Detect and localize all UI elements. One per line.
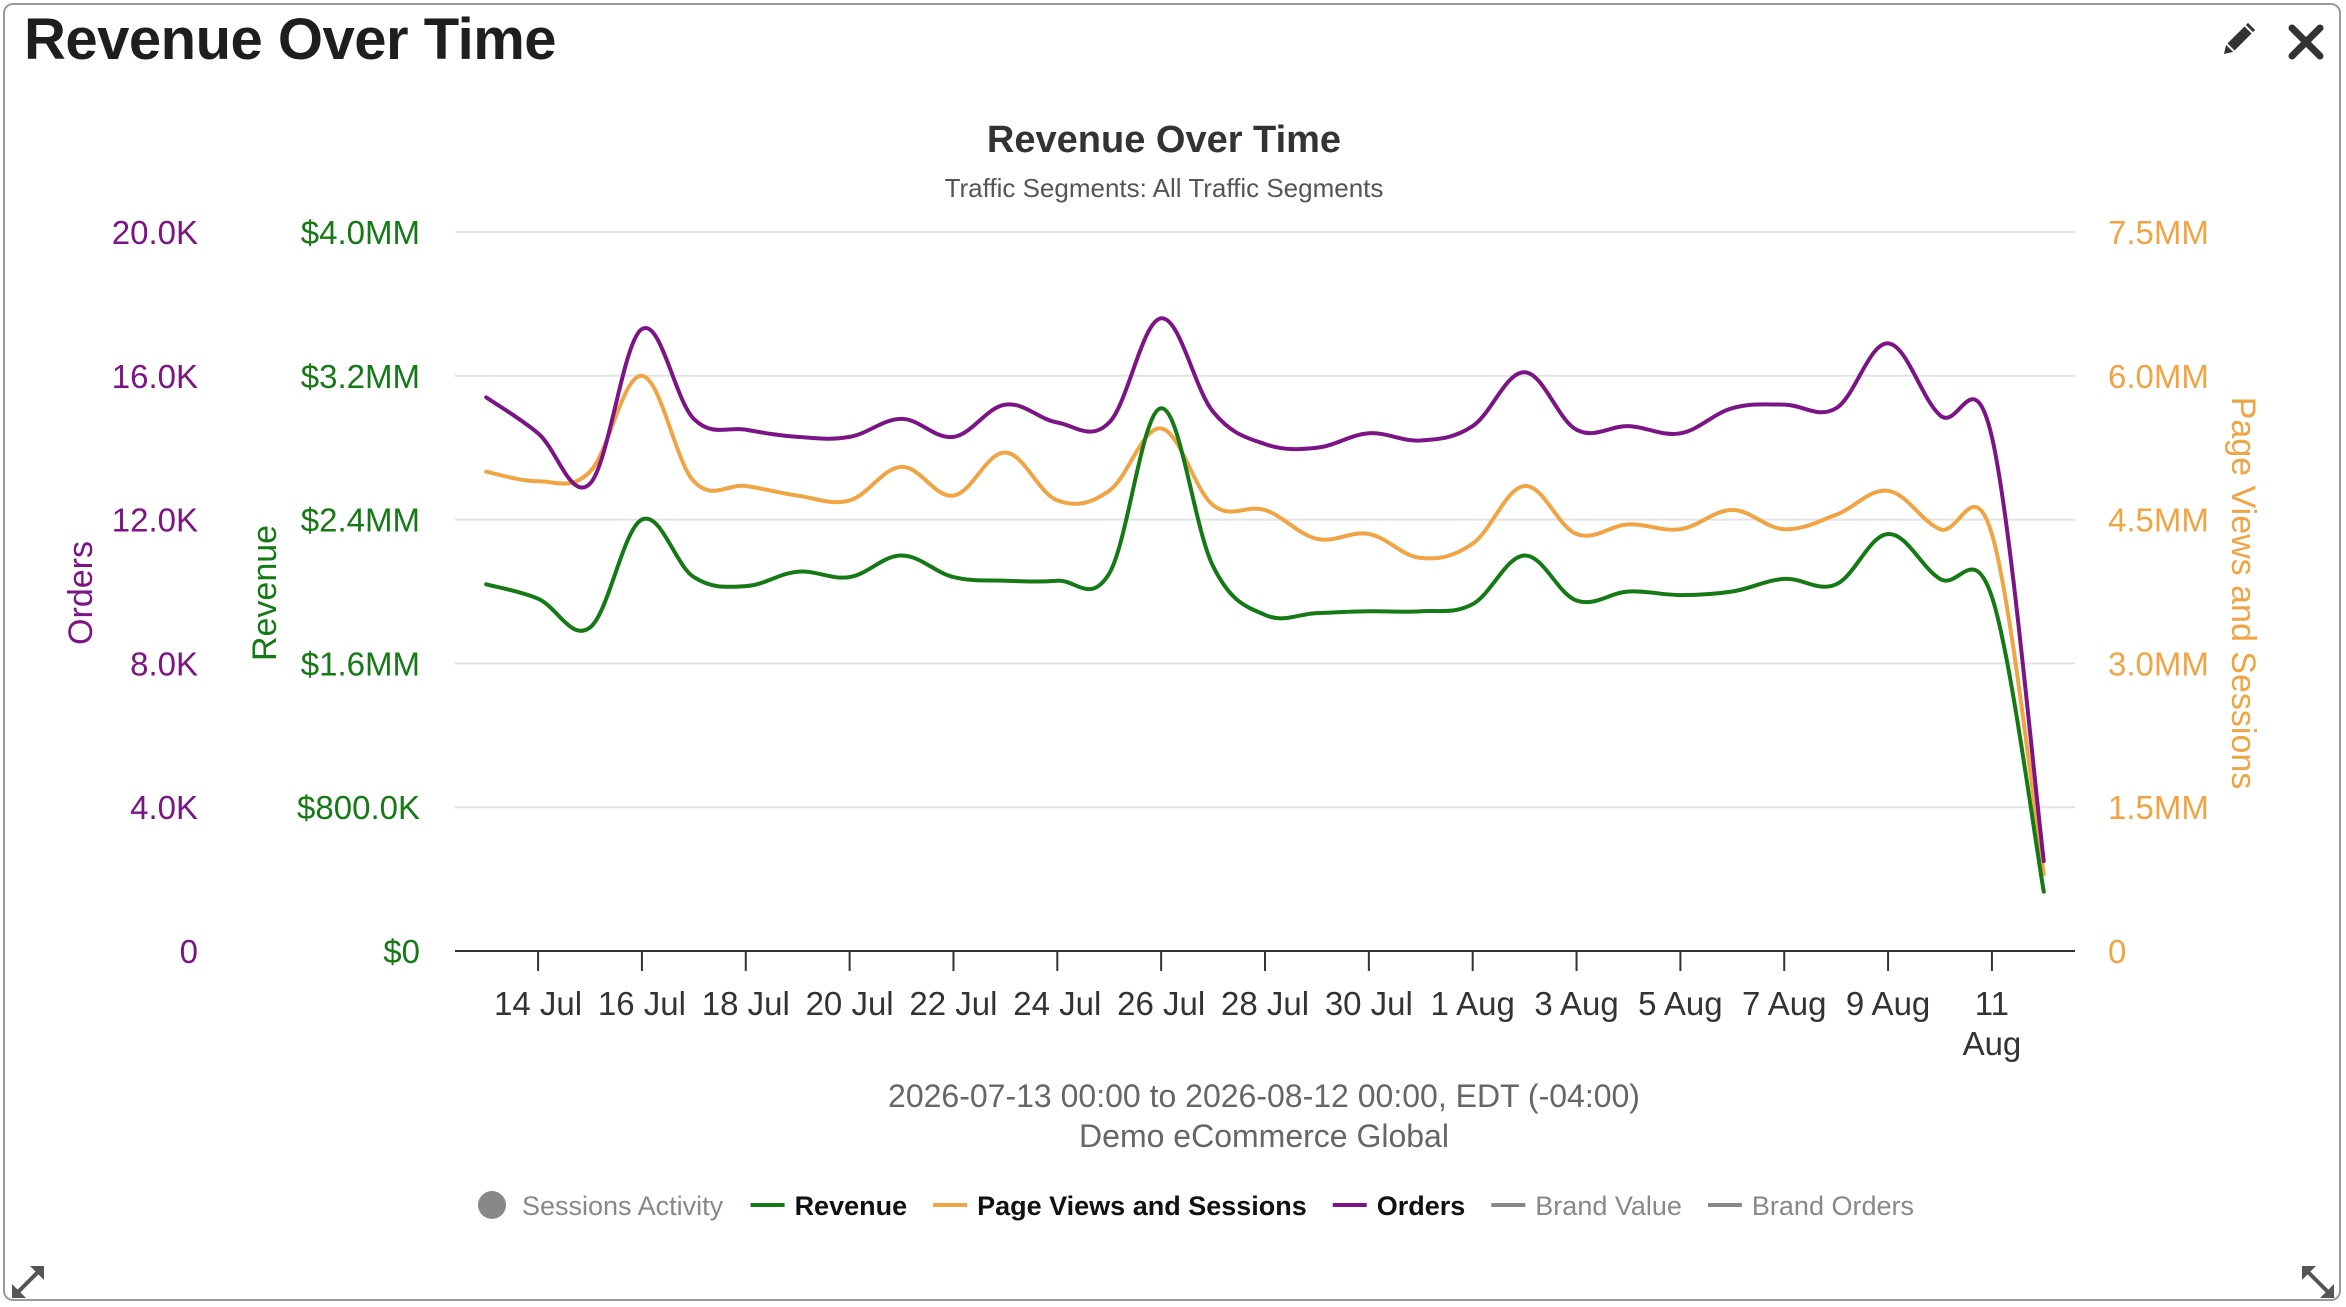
legend-label: Revenue bbox=[795, 1191, 908, 1221]
y-tick-label-revenue: $0 bbox=[383, 933, 420, 970]
y-tick-label-orders: 4.0K bbox=[130, 789, 198, 826]
legend-label: Brand Value bbox=[1535, 1191, 1682, 1221]
legend-label: Sessions Activity bbox=[522, 1191, 724, 1221]
y-tick-label-revenue: $2.4MM bbox=[301, 502, 420, 539]
y-tick-label-orders: 20.0K bbox=[112, 214, 198, 251]
y-tick-label-page_views: 0 bbox=[2108, 933, 2126, 970]
y-tick-label-page_views: 1.5MM bbox=[2108, 789, 2209, 826]
pencil-icon[interactable] bbox=[2208, 14, 2264, 70]
x-tick-label: 22 Jul bbox=[909, 985, 997, 1022]
close-icon[interactable] bbox=[2278, 14, 2334, 70]
chart-subtitle: Traffic Segments: All Traffic Segments bbox=[945, 173, 1384, 203]
x-tick-label: 24 Jul bbox=[1013, 985, 1101, 1022]
series-lines bbox=[484, 316, 2046, 894]
resize-diagonal-icon[interactable] bbox=[8, 1262, 48, 1302]
y-tick-label-page_views: 4.5MM bbox=[2108, 502, 2209, 539]
legend-item[interactable]: Brand Orders bbox=[1707, 1191, 1914, 1221]
series-line-revenue bbox=[484, 406, 2046, 894]
x-tick-label: 7 Aug bbox=[1742, 985, 1826, 1022]
y-tick-label-orders: 12.0K bbox=[112, 502, 198, 539]
chart-title: Revenue Over Time bbox=[987, 119, 1341, 161]
y-tick-label-page_views: 6.0MM bbox=[2108, 358, 2209, 395]
axes: 14 Jul 16 Jul 18 Jul 20 Jul 22 Jul 24 Jul 26 J… bbox=[112, 214, 2209, 1062]
series-line-orders bbox=[484, 316, 2046, 864]
x-tick-label: 20 Jul bbox=[806, 985, 894, 1022]
x-tick-label: 26 Jul bbox=[1117, 985, 1205, 1022]
y-tick-label-revenue: $3.2MM bbox=[301, 358, 420, 395]
y-tick-label-orders: 16.0K bbox=[112, 358, 198, 395]
y-tick-label-revenue: $800.0K bbox=[297, 789, 420, 826]
close-icon-glyph bbox=[2288, 24, 2324, 60]
y-tick-label-page_views: 7.5MM bbox=[2108, 214, 2209, 251]
legend-label: Brand Orders bbox=[1752, 1191, 1914, 1221]
chart-caption-site: Demo eCommerce Global bbox=[1079, 1118, 1449, 1154]
resize-corner-icon[interactable] bbox=[2298, 1262, 2338, 1302]
x-tick-label-line2: Aug bbox=[1963, 1025, 2022, 1062]
x-tick-label: 14 Jul bbox=[494, 985, 582, 1022]
x-tick-label: 3 Aug bbox=[1534, 985, 1618, 1022]
y-axis-title-orders: Orders bbox=[62, 541, 100, 645]
legend-item[interactable]: Brand Value bbox=[1491, 1191, 1682, 1221]
legend-symbol-circle bbox=[478, 1191, 506, 1219]
y-tick-label-orders: 0 bbox=[180, 933, 198, 970]
x-tick-label: 11 bbox=[1975, 985, 2009, 1022]
y-tick-label-orders: 8.0K bbox=[130, 645, 198, 682]
y-tick-label-revenue: $4.0MM bbox=[301, 214, 420, 251]
x-tick-label: 5 Aug bbox=[1638, 985, 1722, 1022]
chart-caption-range: 2026-07-13 00:00 to 2026-08-12 00:00, ED… bbox=[888, 1078, 1640, 1114]
x-tick-label: 28 Jul bbox=[1221, 985, 1309, 1022]
x-tick-label: 18 Jul bbox=[702, 985, 790, 1022]
legend-label: Page Views and Sessions bbox=[977, 1191, 1307, 1221]
legend-item[interactable]: Sessions Activity bbox=[478, 1191, 724, 1221]
pencil-icon-glyph bbox=[2223, 22, 2256, 55]
y-tick-label-page_views: 3.0MM bbox=[2108, 645, 2209, 682]
legend-item[interactable]: Revenue bbox=[750, 1191, 908, 1221]
legend-label: Orders bbox=[1377, 1191, 1466, 1221]
widget-title: Revenue Over Time bbox=[24, 7, 557, 72]
y-axis-title-page-views: Page Views and Sessions bbox=[2224, 397, 2262, 790]
series-line-page_views bbox=[484, 373, 2046, 877]
gridlines bbox=[455, 231, 2075, 809]
y-tick-label-revenue: $1.6MM bbox=[301, 645, 420, 682]
legend-item[interactable]: Orders bbox=[1332, 1191, 1466, 1221]
x-tick-label: 9 Aug bbox=[1846, 985, 1930, 1022]
chart-widget bbox=[3, 3, 2341, 1301]
legend: Sessions Activity Revenue Page Views and S… bbox=[478, 1191, 1914, 1221]
legend-item[interactable]: Page Views and Sessions bbox=[933, 1191, 1307, 1221]
x-tick-label: 16 Jul bbox=[598, 985, 686, 1022]
x-tick-label: 30 Jul bbox=[1325, 985, 1413, 1022]
x-tick-label: 1 Aug bbox=[1430, 985, 1514, 1022]
y-axis-title-revenue: Revenue bbox=[246, 525, 284, 661]
